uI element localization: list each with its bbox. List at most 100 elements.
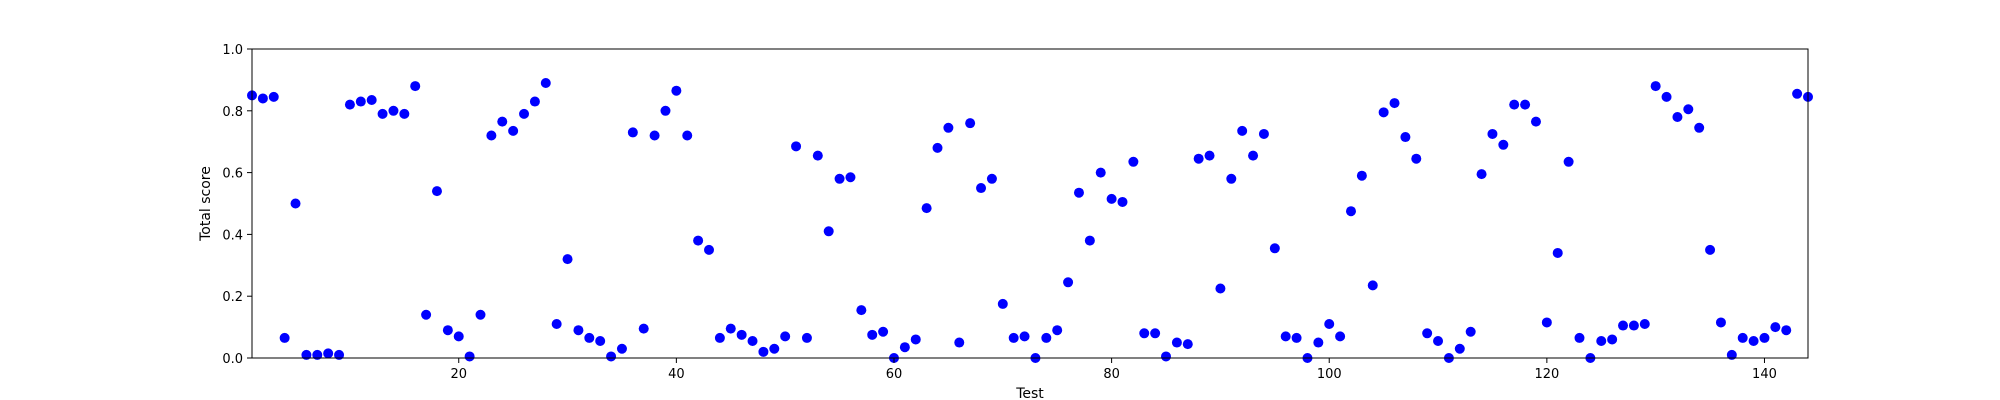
data-point — [1106, 193, 1117, 204]
data-point — [943, 122, 954, 133]
data-point — [1345, 206, 1356, 217]
data-point — [1433, 336, 1444, 346]
data-point — [497, 116, 508, 127]
data-point — [1269, 243, 1280, 254]
data-point — [1215, 283, 1226, 294]
data-point — [1705, 244, 1716, 255]
plot-frame — [251, 48, 1809, 359]
data-point — [279, 332, 290, 343]
data-point — [1389, 98, 1400, 109]
data-point — [312, 349, 323, 360]
data-point — [1520, 99, 1531, 110]
data-point — [1607, 334, 1618, 345]
y-axis-ticks: 0.0 0.2 0.4 0.6 0.8 1.0 — [222, 43, 252, 367]
data-point — [1694, 122, 1705, 133]
data-point — [856, 305, 867, 316]
data-point — [606, 351, 617, 362]
data-point — [736, 329, 747, 340]
data-point — [1150, 328, 1161, 339]
y-tick-label: 0.2 — [222, 290, 243, 305]
data-point — [421, 309, 432, 320]
x-axis-ticks: 20 40 60 80 100 120 140 — [450, 358, 1777, 382]
data-point — [1139, 328, 1150, 339]
data-point — [1128, 156, 1139, 167]
data-point — [1095, 167, 1106, 178]
data-point — [1335, 331, 1346, 342]
data-point — [1454, 343, 1465, 354]
data-point — [878, 326, 889, 337]
data-point — [1258, 128, 1269, 139]
data-point — [475, 309, 486, 320]
data-point — [1073, 187, 1084, 198]
data-point — [1204, 150, 1215, 161]
data-point — [355, 96, 366, 107]
data-point — [410, 81, 421, 92]
data-point — [1041, 332, 1052, 343]
data-point — [1182, 339, 1193, 350]
x-axis-label: Test — [1015, 386, 1044, 400]
data-point — [845, 172, 856, 183]
data-point — [1280, 331, 1291, 342]
data-point — [1672, 111, 1683, 122]
data-point — [508, 125, 519, 136]
data-point — [638, 323, 649, 334]
data-point — [344, 99, 355, 110]
data-point — [910, 334, 921, 345]
data-point — [616, 343, 627, 354]
data-point — [1378, 107, 1389, 118]
data-point — [399, 108, 410, 119]
data-point — [1563, 156, 1574, 167]
data-point — [1052, 325, 1063, 336]
data-point — [1737, 332, 1748, 343]
data-point — [334, 349, 345, 360]
data-point — [660, 105, 671, 116]
data-point — [1715, 317, 1726, 328]
data-point — [1411, 153, 1422, 164]
data-point — [1422, 328, 1433, 339]
data-point — [921, 203, 932, 214]
data-point — [464, 351, 475, 362]
data-point — [1019, 331, 1030, 342]
y-axis-label: Total score — [198, 166, 214, 242]
data-point — [627, 127, 638, 138]
data-point — [1661, 91, 1672, 102]
data-point — [1248, 150, 1259, 161]
data-point — [366, 94, 377, 105]
data-point — [1400, 132, 1411, 143]
data-point — [486, 130, 497, 141]
data-point — [1726, 349, 1737, 360]
data-point — [290, 198, 301, 209]
data-point — [584, 332, 595, 343]
data-point — [268, 91, 279, 102]
data-points — [247, 77, 1813, 363]
data-point — [1574, 332, 1585, 343]
data-point — [1683, 104, 1694, 115]
data-point — [932, 142, 943, 153]
data-point — [431, 186, 442, 197]
data-point — [323, 348, 334, 359]
data-point — [1117, 196, 1128, 207]
data-point — [1639, 319, 1650, 330]
data-point — [1530, 116, 1541, 127]
data-point — [780, 331, 791, 342]
x-tick-label: 140 — [1752, 367, 1777, 382]
data-point — [1487, 128, 1498, 139]
data-point — [1171, 337, 1182, 348]
data-point — [540, 77, 551, 88]
data-point — [1552, 247, 1563, 258]
data-point — [1628, 320, 1639, 331]
data-point — [301, 349, 312, 360]
x-tick-label: 80 — [1103, 367, 1120, 382]
x-tick-label: 100 — [1317, 367, 1342, 382]
data-point — [834, 173, 845, 184]
data-point — [1748, 336, 1759, 346]
data-point — [1759, 332, 1770, 343]
data-point — [801, 332, 812, 343]
data-point — [704, 244, 715, 255]
data-point — [388, 105, 399, 116]
y-tick-label: 0.8 — [222, 105, 243, 120]
y-tick-label: 0.0 — [222, 352, 243, 367]
data-point — [1596, 336, 1607, 346]
data-point — [1226, 173, 1237, 184]
data-point — [714, 332, 725, 343]
